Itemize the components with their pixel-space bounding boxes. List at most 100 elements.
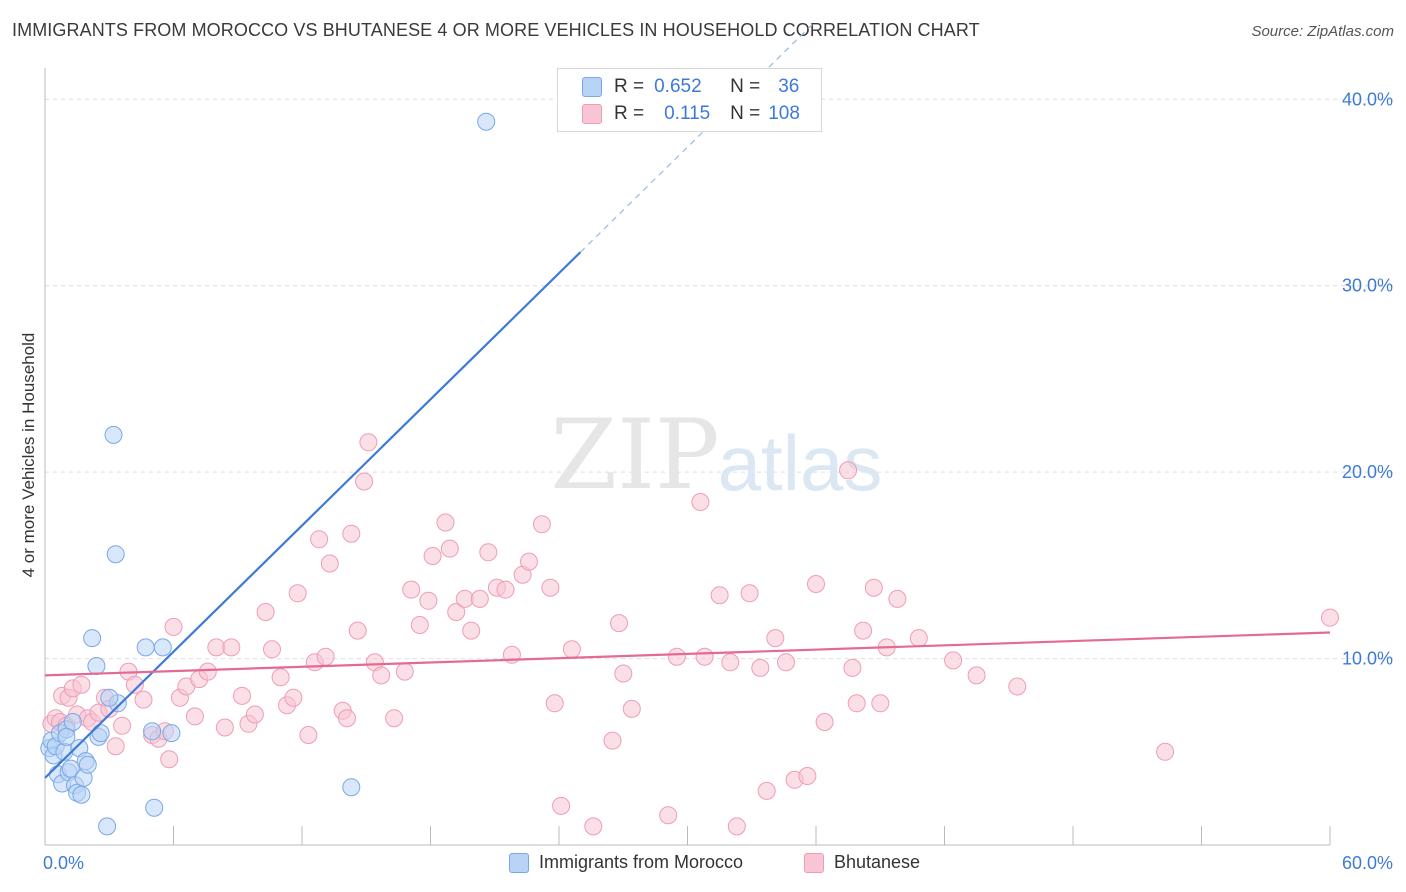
legend-r-value: 0.115	[664, 103, 711, 124]
series-swatch-bhutanese	[804, 852, 824, 873]
bhutanese-point	[402, 580, 421, 599]
bhutanese-point	[909, 629, 928, 648]
bhutanese-point	[622, 699, 641, 718]
bhutanese-point	[843, 658, 862, 677]
bhutanese-point	[552, 796, 571, 815]
bhutanese-point	[160, 750, 179, 769]
legend-r-label: R =	[614, 76, 645, 97]
bhutanese-point	[798, 767, 817, 785]
bhutanese-point	[359, 433, 378, 452]
morocco-point	[57, 727, 76, 746]
bhutanese-point	[215, 718, 234, 737]
bhutanese-point	[766, 629, 785, 648]
bhutanese-point	[423, 547, 442, 565]
bhutanese-point	[72, 675, 91, 694]
bhutanese-point	[470, 589, 489, 608]
bhutanese-point	[562, 640, 581, 659]
legend-n-label: N =	[730, 76, 761, 97]
bhutanese-point	[610, 614, 628, 633]
chart-title: IMMIGRANTS FROM MOROCCO VS BHUTANESE 4 O…	[12, 20, 980, 40]
correlation-legend: R = 0.652 N = 36 R = 0.115 N = 108	[557, 68, 822, 132]
bhutanese-point	[299, 726, 318, 744]
series-label-bhutanese: Bhutanese	[834, 852, 921, 872]
bhutanese-point	[207, 638, 226, 657]
bhutanese-point	[520, 552, 538, 571]
y-tick-label: 10.0%	[1342, 649, 1393, 669]
bhutanese-point	[447, 603, 466, 621]
bhutanese-point	[864, 578, 883, 597]
morocco-trend-line	[44, 251, 582, 779]
morocco-point	[477, 112, 496, 131]
series-legend-morocco[interactable]: Immigrants from Morocco	[509, 852, 743, 873]
bhutanese-point	[436, 513, 455, 532]
bhutanese-point	[839, 461, 858, 480]
series-legend: Immigrants from Morocco Bhutanese	[0, 852, 1406, 878]
bhutanese-point	[603, 731, 622, 750]
morocco-point	[162, 724, 181, 743]
x-tick-label: 60.0%	[1342, 853, 1393, 873]
bhutanese-point	[310, 530, 329, 549]
y-tick-label: 40.0%	[1342, 89, 1393, 109]
bhutanese-point	[1156, 742, 1175, 761]
bhutanese-point	[854, 621, 873, 640]
bhutanese-point	[757, 781, 776, 800]
series-label-morocco: Immigrants from Morocco	[539, 852, 744, 872]
bhutanese-point	[888, 589, 907, 608]
morocco-point	[83, 629, 102, 648]
bhutanese-point	[419, 591, 438, 610]
bhutanese-point	[222, 638, 241, 657]
trend-lines	[44, 20, 1331, 779]
morocco-point	[145, 798, 164, 817]
bhutanese-point	[721, 653, 740, 672]
bhutanese-point	[106, 737, 125, 756]
morocco-point	[153, 638, 172, 657]
bhutanese-point	[584, 817, 603, 836]
legend-row-bhutanese: R = 0.115 N = 108	[558, 101, 800, 127]
bhutanese-point	[871, 694, 890, 713]
watermark: ZIP atlas	[550, 399, 882, 511]
bhutanese-point	[659, 806, 678, 825]
bhutanese-point	[691, 493, 710, 511]
bhutanese-point	[710, 586, 729, 605]
bhutanese-point	[545, 694, 564, 713]
morocco-point	[98, 817, 117, 836]
legend-n-value: 36	[778, 76, 800, 97]
y-tick-label: 20.0%	[1342, 462, 1393, 482]
bhutanese-point	[342, 524, 361, 543]
bhutanese-point	[695, 647, 714, 666]
bhutanese-point	[125, 675, 144, 694]
bhutanese-point	[727, 817, 746, 836]
bhutanese-point	[479, 543, 498, 562]
bhutanese-point	[385, 709, 404, 728]
bhutanese-point	[967, 666, 986, 685]
bhutanese-point	[113, 716, 132, 735]
bhutanese-point	[256, 603, 275, 621]
x-tick-label: 0.0%	[43, 853, 84, 873]
legend-swatch-morocco	[582, 77, 602, 97]
bhutanese-point	[614, 664, 633, 683]
legend-r-label: R =	[614, 103, 645, 124]
bhutanese-point	[532, 515, 551, 534]
series-legend-bhutanese[interactable]: Bhutanese	[804, 852, 920, 873]
bhutanese-point	[372, 666, 391, 685]
watermark-atlas: atlas	[718, 419, 883, 507]
bhutanese-point	[496, 580, 515, 599]
bhutanese-point	[355, 472, 374, 491]
y-tick-label: 30.0%	[1342, 276, 1393, 296]
bhutanese-point	[198, 662, 217, 681]
bhutanese-point	[134, 690, 153, 709]
bhutanese-point	[185, 707, 204, 726]
morocco-point	[91, 724, 110, 743]
bhutanese-point	[338, 709, 356, 728]
bhutanese-point	[667, 647, 686, 666]
bhutanese-point	[541, 578, 560, 597]
bhutanese-point	[271, 668, 290, 687]
bhutanese-point	[1321, 608, 1339, 627]
bhutanese-point	[847, 694, 866, 713]
watermark-zip: ZIP	[550, 399, 719, 511]
legend-n-label: N =	[730, 103, 761, 124]
bhutanese-point	[751, 658, 770, 677]
morocco-trend-extension	[579, 20, 817, 253]
bhutanese-point	[410, 616, 429, 634]
